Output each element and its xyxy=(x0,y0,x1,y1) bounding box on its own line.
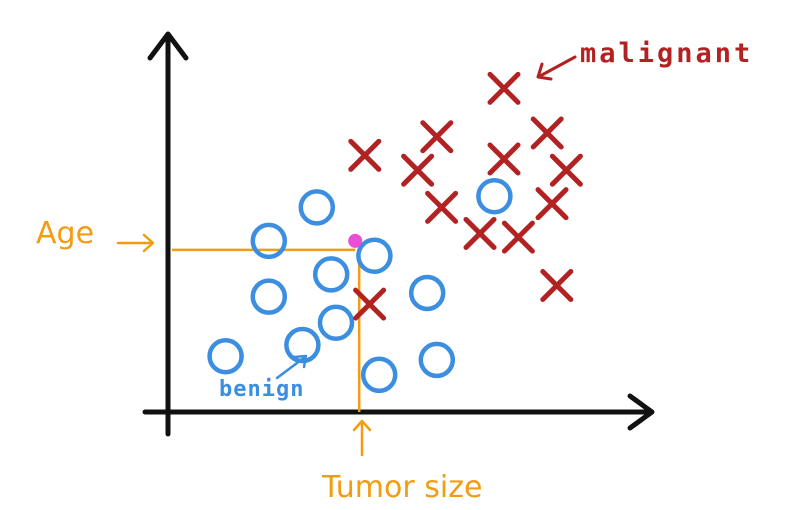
malignant-point xyxy=(348,138,382,172)
axes xyxy=(142,31,655,437)
y-axis-label: Age xyxy=(36,216,94,251)
benign-annotation: benign xyxy=(219,377,304,402)
malignant-point xyxy=(353,287,387,321)
malignant-point xyxy=(401,153,435,187)
benign-point xyxy=(476,177,513,215)
malignant-point xyxy=(487,71,521,105)
benign-point xyxy=(298,189,336,226)
benign-point xyxy=(317,304,355,341)
benign-point xyxy=(418,341,456,379)
malignant-point xyxy=(540,269,574,303)
malignant-annotation: malignant xyxy=(580,38,753,69)
benign-point xyxy=(250,278,288,315)
benign-point xyxy=(360,356,398,394)
malignant-point xyxy=(535,187,569,221)
benign-point xyxy=(207,337,244,375)
benign-point xyxy=(356,237,393,275)
malignant-point xyxy=(549,153,583,187)
malignant-point xyxy=(463,216,497,250)
query-point xyxy=(348,233,363,248)
guide-lines xyxy=(172,248,361,412)
age-pointer-arrow xyxy=(116,233,155,253)
malignant-point xyxy=(487,142,521,176)
benign-point xyxy=(312,256,350,293)
data-marks xyxy=(207,71,583,394)
malignant-point xyxy=(530,116,564,150)
malignant-point xyxy=(425,190,459,224)
x-axis-arrowhead xyxy=(627,393,655,431)
x-axis-label: Tumor size xyxy=(321,470,482,505)
tumor-size-pointer-arrow xyxy=(352,419,372,457)
benign-pointer-arrow xyxy=(275,354,308,380)
malignant-point xyxy=(420,120,454,154)
benign-point xyxy=(408,274,446,312)
benign-point xyxy=(250,222,288,260)
malignant-point xyxy=(501,220,535,254)
labels: Age Tumor size malignant benign xyxy=(36,38,753,505)
benign-point xyxy=(284,326,321,364)
malignant-pointer-arrow xyxy=(536,55,577,81)
y-axis-arrowhead xyxy=(147,31,189,61)
